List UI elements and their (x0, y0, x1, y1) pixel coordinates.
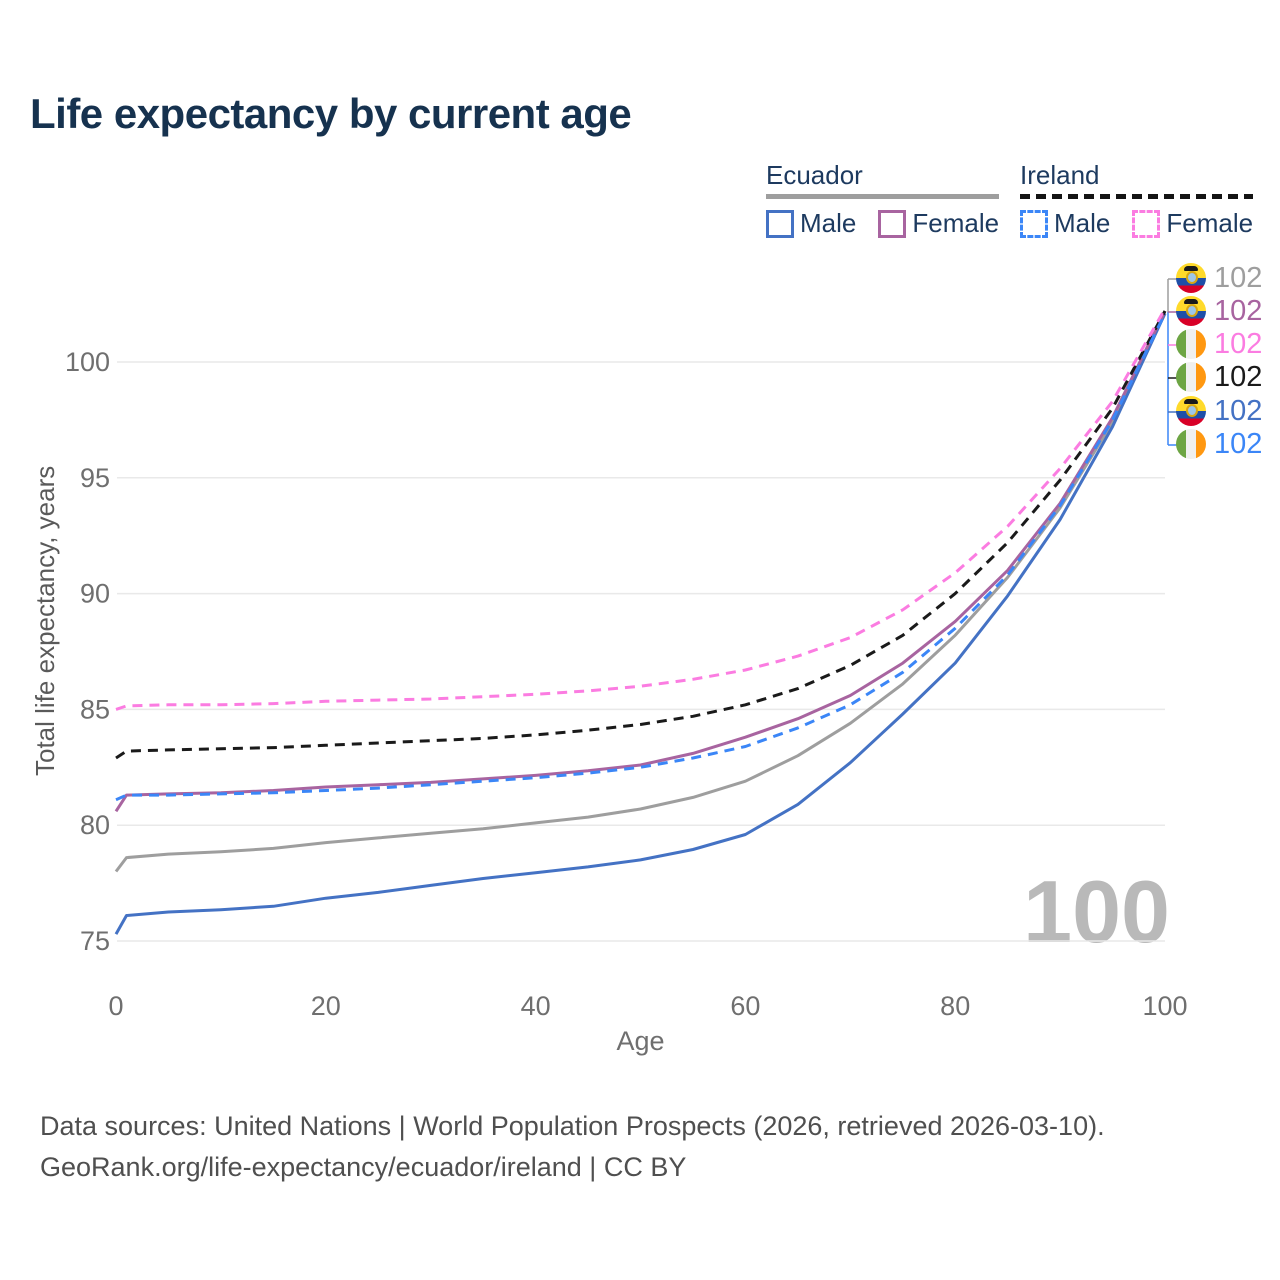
series-line-ireland[interactable] (115, 310, 1167, 760)
x-tick-20: 20 (311, 991, 341, 1021)
page-title: Life expectancy by current age (30, 90, 632, 137)
line-chart: 75 80 85 90 95 100 0 20 40 60 80 100 (65, 278, 1188, 1021)
legend-group-ecuador: Ecuador Male Female (766, 160, 999, 239)
legend-item-ireland-female[interactable]: Female (1132, 208, 1253, 239)
footer: Data sources: United Nations | World Pop… (40, 1106, 1105, 1188)
x-tick-60: 60 (730, 991, 760, 1021)
y-tick-85: 85 (80, 694, 110, 724)
end-label-value: 102 (1214, 328, 1263, 360)
end-label-ecuador[interactable]: 102 (1176, 263, 1262, 293)
x-tick-100: 100 (1142, 991, 1187, 1021)
legend-label: Female (1166, 208, 1254, 238)
ecuador-flag-icon (1176, 263, 1206, 293)
ireland-flag-icon (1176, 362, 1206, 392)
end-label-value: 102 (1214, 361, 1263, 393)
end-label-ireland[interactable]: 102 (1176, 362, 1262, 392)
ireland-flag-icon (1176, 329, 1206, 359)
y-axis-title: Total life expectancy, years (30, 465, 60, 776)
ireland-flag-icon (1176, 429, 1206, 459)
y-tick-100: 100 (65, 347, 110, 377)
footer-attribution: GeoRank.org/life-expectancy/ecuador/irel… (40, 1152, 687, 1182)
series-line-ecuador-male[interactable] (114, 312, 1167, 935)
legend-label: Male (800, 208, 857, 238)
end-label-ecuador-male[interactable]: 102 (1176, 396, 1262, 426)
end-label-value: 102 (1214, 295, 1263, 327)
ecuador-flag-icon (1176, 396, 1206, 426)
y-tick-90: 90 (80, 579, 110, 609)
legend-group-label-ireland[interactable]: Ireland (1020, 160, 1100, 190)
legend-group-label-ecuador[interactable]: Ecuador (766, 160, 863, 190)
legend-swatch-ireland-male (1020, 209, 1048, 238)
y-tick-95: 95 (80, 463, 110, 493)
series-line-ecuador-female[interactable] (114, 310, 1167, 813)
y-tick-80: 80 (80, 810, 110, 840)
legend-item-ecuador-female[interactable]: Female (878, 208, 999, 239)
series-line-ecuador[interactable] (114, 312, 1167, 873)
y-tick-75: 75 (80, 926, 110, 956)
legend-items-row: Male Female (766, 208, 999, 239)
end-label-value: 102 (1214, 395, 1263, 427)
legend-label: Male (1054, 208, 1111, 238)
legend-swatch-ireland-female (1132, 209, 1161, 238)
x-axis-title: Age (616, 1026, 665, 1056)
legend-group-underline-ecuador (766, 194, 999, 199)
series-line-ireland-male[interactable] (115, 312, 1167, 802)
legend-swatch-ecuador-female (878, 209, 907, 238)
end-label-ireland-female[interactable]: 102 (1176, 329, 1262, 359)
end-label-ireland-male[interactable]: 102 (1176, 429, 1262, 459)
legend-group-underline-ireland (1020, 194, 1253, 199)
series-line-ireland-female[interactable] (115, 307, 1167, 711)
legend-label: Female (912, 208, 1000, 238)
footer-data-sources: Data sources: United Nations | World Pop… (40, 1111, 1105, 1141)
end-label-ecuador-female[interactable]: 102 (1176, 296, 1262, 326)
x-tick-80: 80 (940, 991, 970, 1021)
ecuador-flag-icon (1176, 296, 1206, 326)
legend-swatch-ecuador-male (766, 209, 794, 238)
x-tick-0: 0 (108, 991, 123, 1021)
legend-item-ireland-male[interactable]: Male (1020, 208, 1110, 239)
end-label-value: 102 (1214, 428, 1263, 460)
legend-items-row: Male Female (1020, 208, 1253, 239)
x-tick-40: 40 (521, 991, 551, 1021)
end-label-value: 102 (1214, 262, 1263, 294)
legend-item-ecuador-male[interactable]: Male (766, 208, 856, 239)
legend-group-ireland: Ireland Male Female (1020, 160, 1253, 239)
